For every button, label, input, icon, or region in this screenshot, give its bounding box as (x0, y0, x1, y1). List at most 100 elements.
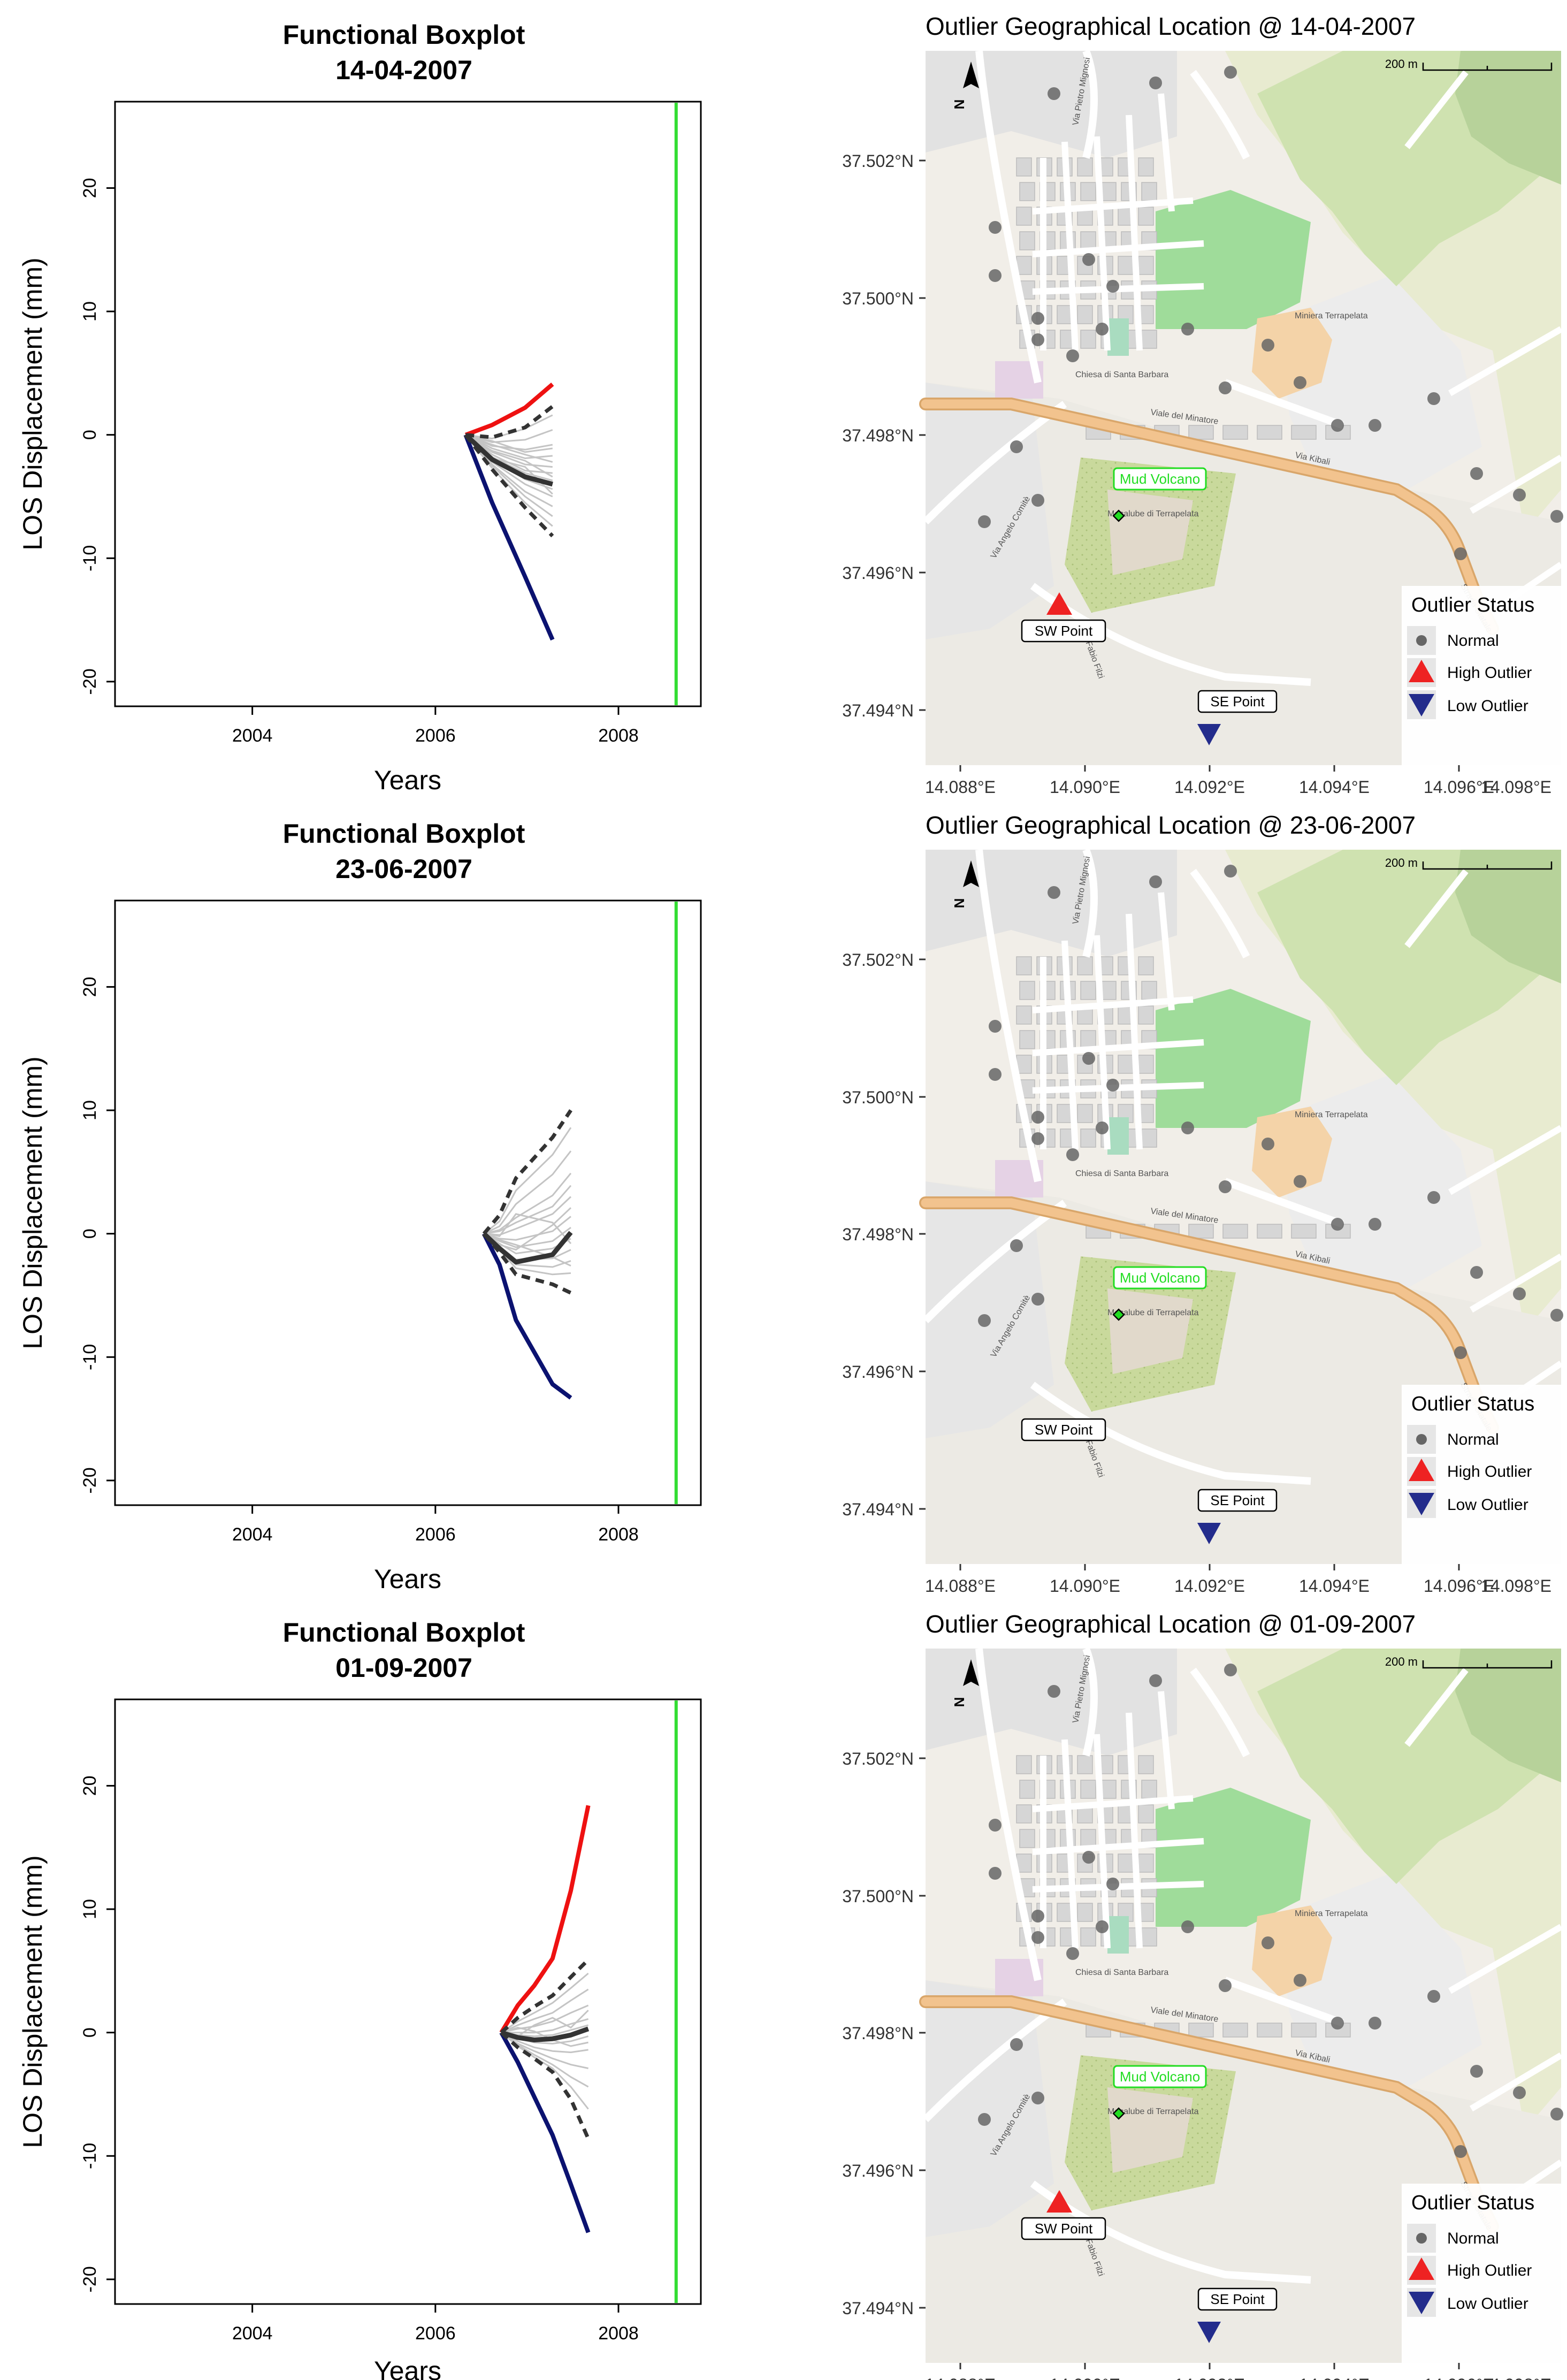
y-tick-label: -10 (80, 2143, 100, 2169)
church-block (1107, 1117, 1129, 1155)
chart-title: Functional Boxplot (283, 1618, 525, 1647)
normal-point (1031, 1910, 1044, 1923)
envelope-upper-line (500, 1958, 590, 2034)
lon-tick-label: 14.092°E (1174, 2375, 1245, 2380)
background-curve (501, 2004, 589, 2034)
normal-point (1427, 392, 1440, 405)
y-tick-label: -20 (80, 668, 100, 695)
quarry-area (1252, 308, 1332, 399)
y-tick-label: -10 (80, 545, 100, 571)
building-block (1141, 330, 1157, 349)
building-block (1138, 956, 1154, 975)
normal-point (1048, 87, 1060, 100)
normal-point (1219, 382, 1232, 394)
chart-date: 23-06-2007 (335, 854, 472, 884)
median-line (482, 1231, 573, 1265)
normal-point (1454, 1346, 1467, 1359)
building-block (1019, 182, 1035, 201)
low-outlier-marker (1197, 2322, 1221, 2343)
building-block (1080, 1927, 1096, 1947)
low-outlier-line (499, 2031, 591, 2233)
envelope-lower-line (500, 2031, 590, 2140)
scale-bar-label: 200 m (1385, 1655, 1418, 1668)
background-curve (465, 434, 553, 478)
normal-point (1331, 419, 1344, 432)
park-area (1156, 1788, 1311, 1927)
background-curve (501, 2026, 588, 2047)
building-block (1080, 330, 1096, 349)
lat-tick-label: 37.494°N (842, 2299, 914, 2318)
mud-volcano-label: Mud Volcano (1120, 471, 1200, 487)
mud-volcano-label-box (1113, 467, 1207, 491)
x-tick-label: 2008 (598, 2323, 639, 2344)
mud-field (1107, 2087, 1193, 2173)
building-block (1080, 1829, 1096, 1848)
scale-bar-line (1422, 1660, 1553, 1669)
normal-point (1369, 1218, 1381, 1231)
lon-tick-label: 14.094°E (1299, 1576, 1370, 1596)
normal-point (1031, 1132, 1044, 1145)
normal-point (989, 221, 1002, 234)
plot-frame (114, 101, 702, 707)
building-block (1016, 207, 1032, 226)
normal-point (1031, 1931, 1044, 1944)
y-tick-label: 20 (80, 977, 100, 997)
north-arrow-icon (963, 62, 979, 88)
legend-title: Outlier Status (1411, 594, 1534, 616)
lon-tick-label: 14.098°E (1481, 1576, 1551, 1596)
y-tick-label: -20 (80, 2266, 100, 2292)
background-curve (483, 1150, 572, 1235)
normal-point (1066, 1148, 1079, 1161)
normal-point (1427, 1990, 1440, 2003)
north-arrow: N (951, 1659, 979, 1707)
church-block (1107, 1916, 1129, 1954)
mud-volcano-label-box (1113, 1266, 1207, 1290)
legend-label-high: High Outlier (1447, 2262, 1532, 2279)
x-axis-label: Years (374, 1564, 441, 1594)
legend-high-swatch (1409, 1459, 1434, 1481)
secondary-roads (923, 1647, 1344, 2284)
north-label: N (951, 898, 967, 909)
normal-point (1096, 1122, 1109, 1134)
y-tick-label: -20 (80, 1467, 100, 1493)
normal-point (1031, 2092, 1044, 2104)
y-tick-label: -10 (80, 1344, 100, 1370)
normal-point (1031, 1293, 1044, 1306)
se-point-label-box (1197, 690, 1278, 713)
sw-point-label-box (1021, 1418, 1106, 1441)
lon-tick-label: 14.094°E (1299, 777, 1370, 797)
background-curve (484, 1172, 572, 1235)
mud-field (1107, 490, 1193, 575)
normal-point (989, 1068, 1002, 1081)
lon-tick-label: 14.090°E (1050, 2375, 1120, 2380)
normal-point (1470, 1266, 1483, 1279)
median-line (500, 2026, 590, 2042)
background-curve (501, 2032, 588, 2069)
normal-point (1010, 1239, 1023, 1252)
normal-point (1262, 339, 1274, 352)
building-block (1077, 305, 1093, 324)
y-axis-label: LOS Displacement (mm) (18, 257, 48, 550)
building-block (1077, 1903, 1093, 1922)
normal-point (1010, 2038, 1023, 2051)
background-curve (484, 1196, 572, 1236)
normal-point (1427, 1191, 1440, 1204)
normal-points (978, 66, 1563, 560)
x-axis-label: Years (374, 2356, 441, 2380)
background-curve (483, 1127, 572, 1234)
building-block (1141, 1128, 1157, 1148)
map-title: Outlier Geographical Location @ 23-06-20… (926, 811, 1416, 839)
normal-point (1031, 312, 1044, 325)
building-block (1080, 1780, 1096, 1799)
high-outlier-line (464, 383, 554, 437)
building-block (1291, 425, 1317, 440)
building-block (1016, 956, 1032, 975)
building-block (1019, 981, 1035, 1000)
normal-points (978, 1664, 1563, 2158)
normal-point (1031, 494, 1044, 507)
building-block (1100, 1780, 1117, 1799)
legend: Outlier Status Normal High Outlier Low Outl… (1402, 1385, 1561, 1564)
lon-tick-label: 14.088°E (925, 2375, 996, 2380)
legend-label-low: Low Outlier (1447, 1496, 1528, 1514)
sw-point-label-box (1021, 2217, 1106, 2240)
